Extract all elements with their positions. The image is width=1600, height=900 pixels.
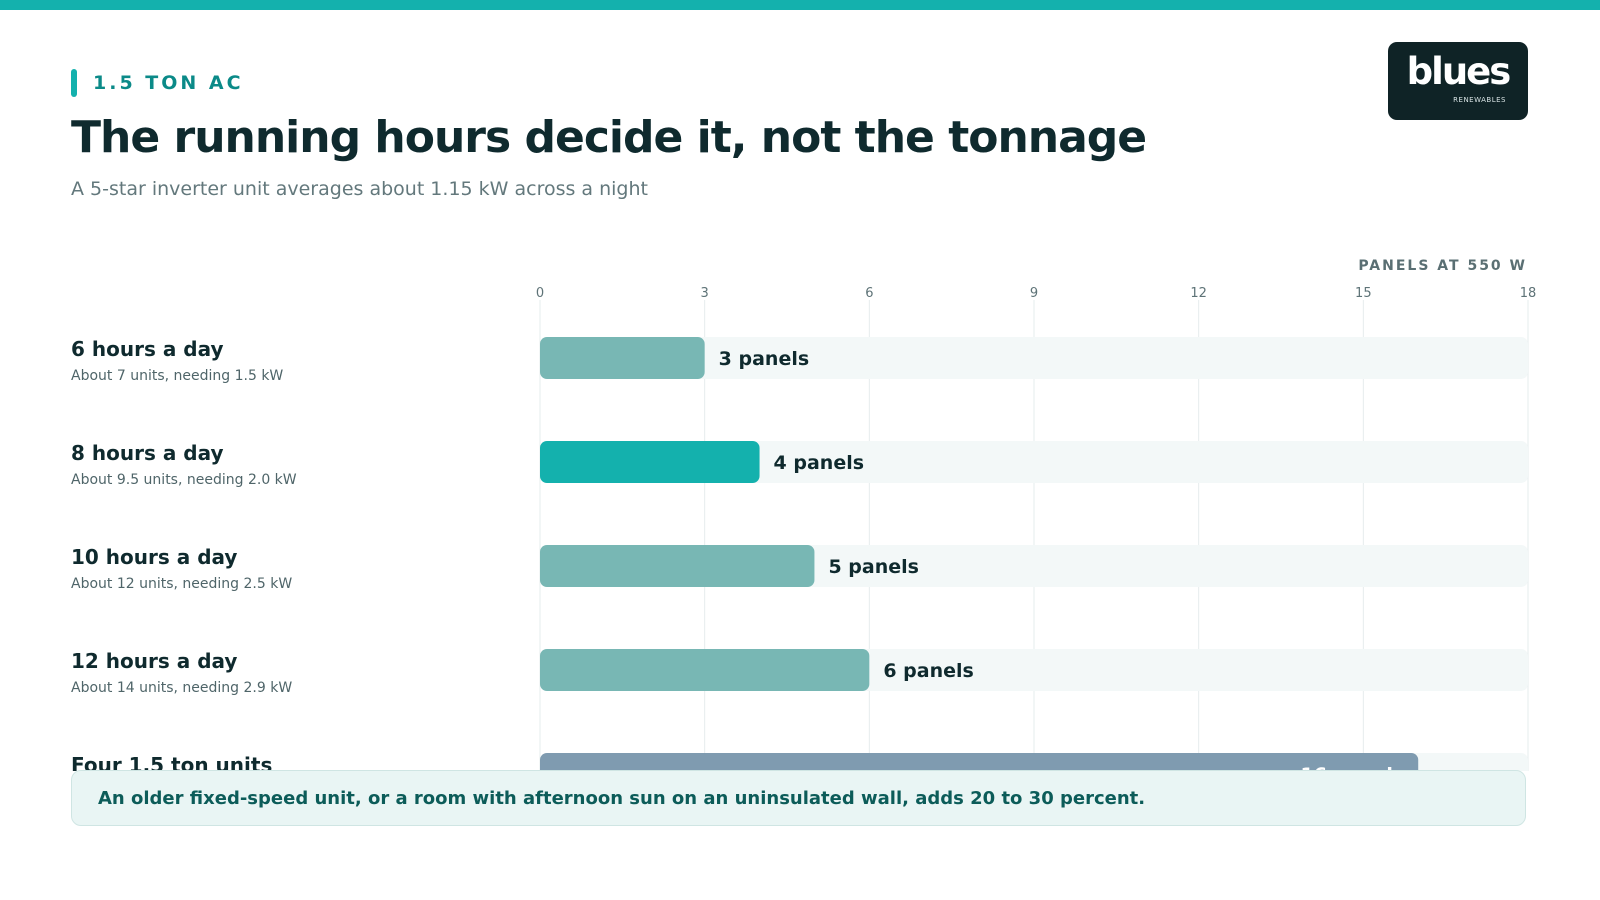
row-labels: 6 hours a day About 7 units, needing 1.5 …: [71, 0, 511, 771]
row-title: 8 hours a day: [71, 441, 224, 465]
footnote-callout: An older fixed-speed unit, or a room wit…: [71, 770, 1526, 826]
tick-label: 0: [536, 286, 544, 301]
bar-track: [540, 337, 1528, 379]
row-label: 12 hours a day About 14 units, needing 2.…: [71, 649, 511, 696]
tick-label: 3: [701, 286, 709, 301]
bar: [540, 753, 1419, 771]
axis-title: PANELS AT 550 W: [1358, 258, 1527, 274]
row-label: 10 hours a day About 12 units, needing 2.…: [71, 545, 511, 592]
bar: [540, 441, 760, 483]
tick-label: 15: [1355, 286, 1372, 301]
row-label: Four 1.5 ton units: [71, 753, 511, 771]
footnote-text: An older fixed-speed unit, or a room wit…: [98, 787, 1146, 809]
eyebrow-label: 1.5 TON AC: [93, 72, 244, 94]
tick-label: 18: [1520, 286, 1537, 301]
row-title: Four 1.5 ton units: [71, 753, 273, 771]
bar: [540, 649, 870, 691]
data-label: 6 panels: [883, 660, 974, 682]
logo-wordmark: blues: [1406, 50, 1512, 93]
eyebrow-marker: [71, 69, 77, 97]
tick-label: 6: [865, 286, 873, 301]
row-note: About 7 units, needing 1.5 kW: [71, 368, 284, 384]
row-note: About 9.5 units, needing 2.0 kW: [71, 472, 297, 488]
row-title: 10 hours a day: [71, 545, 238, 569]
data-label: 3 panels: [719, 348, 810, 370]
brand-logo: blues RENEWABLES: [1388, 42, 1528, 120]
data-label: 5 panels: [828, 556, 919, 578]
page-subtitle: A 5-star inverter unit averages about 1.…: [71, 178, 648, 200]
page-title: The running hours decide it, not the ton…: [71, 112, 1147, 163]
plot-area: 3 panels 4 panels 5 panels 6 panels 16 panel…: [539, 300, 1529, 786]
row-note: About 14 units, needing 2.9 kW: [71, 680, 293, 696]
logo-tagline: RENEWABLES: [1453, 96, 1506, 104]
eyebrow: 1.5 TON AC: [71, 69, 244, 97]
bar-track: [540, 441, 1528, 483]
row-title: 6 hours a day: [71, 337, 224, 361]
tick-label: 12: [1190, 286, 1207, 301]
bar: [540, 337, 705, 379]
bar: [540, 545, 815, 587]
row-label: 6 hours a day About 7 units, needing 1.5 …: [71, 337, 511, 384]
row-note: About 12 units, needing 2.5 kW: [71, 576, 293, 592]
data-label: 16 panels: [1301, 764, 1405, 786]
data-label: 4 panels: [774, 452, 865, 474]
top-accent-strip: [0, 0, 1600, 10]
row-label: 8 hours a day About 9.5 units, needing 2.…: [71, 441, 511, 488]
row-title: 12 hours a day: [71, 649, 238, 673]
tick-label: 9: [1030, 286, 1038, 301]
